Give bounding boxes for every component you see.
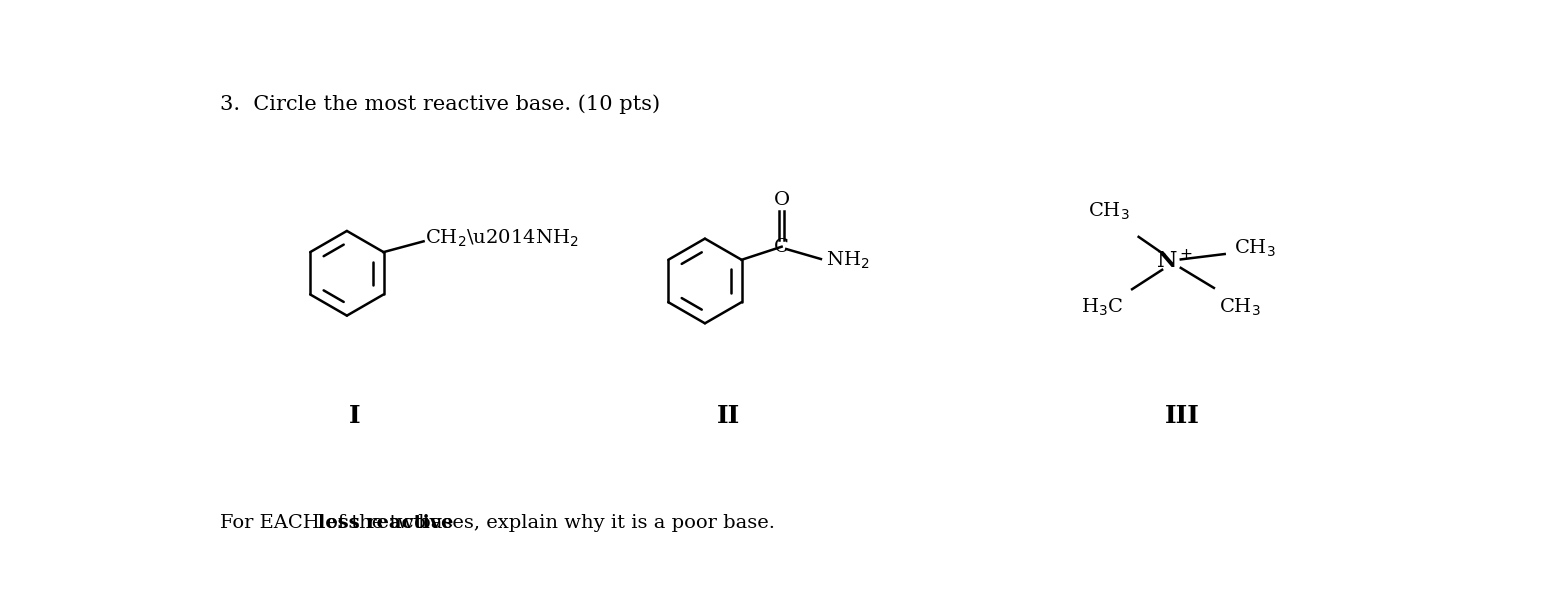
Text: CH$_3$: CH$_3$ (1234, 238, 1276, 258)
Text: bases, explain why it is a poor base.: bases, explain why it is a poor base. (412, 513, 775, 532)
Text: II: II (716, 404, 739, 428)
Text: C: C (775, 238, 788, 256)
Text: CH$_2$\u2014NH$_2$: CH$_2$\u2014NH$_2$ (426, 228, 579, 249)
Text: 3.  Circle the most reactive base. (10 pts): 3. Circle the most reactive base. (10 pt… (219, 94, 660, 114)
Text: NH$_2$: NH$_2$ (826, 250, 869, 271)
Text: CH$_3$: CH$_3$ (1219, 297, 1261, 319)
Text: I: I (349, 404, 361, 428)
Text: CH$_3$: CH$_3$ (1088, 200, 1129, 222)
Text: H$_3$C: H$_3$C (1080, 297, 1123, 319)
Text: For EACH of the two: For EACH of the two (219, 513, 432, 532)
Text: O: O (773, 191, 790, 209)
Text: III: III (1165, 404, 1200, 428)
Text: N$^+$: N$^+$ (1156, 250, 1193, 273)
Text: less reactive: less reactive (318, 513, 454, 532)
